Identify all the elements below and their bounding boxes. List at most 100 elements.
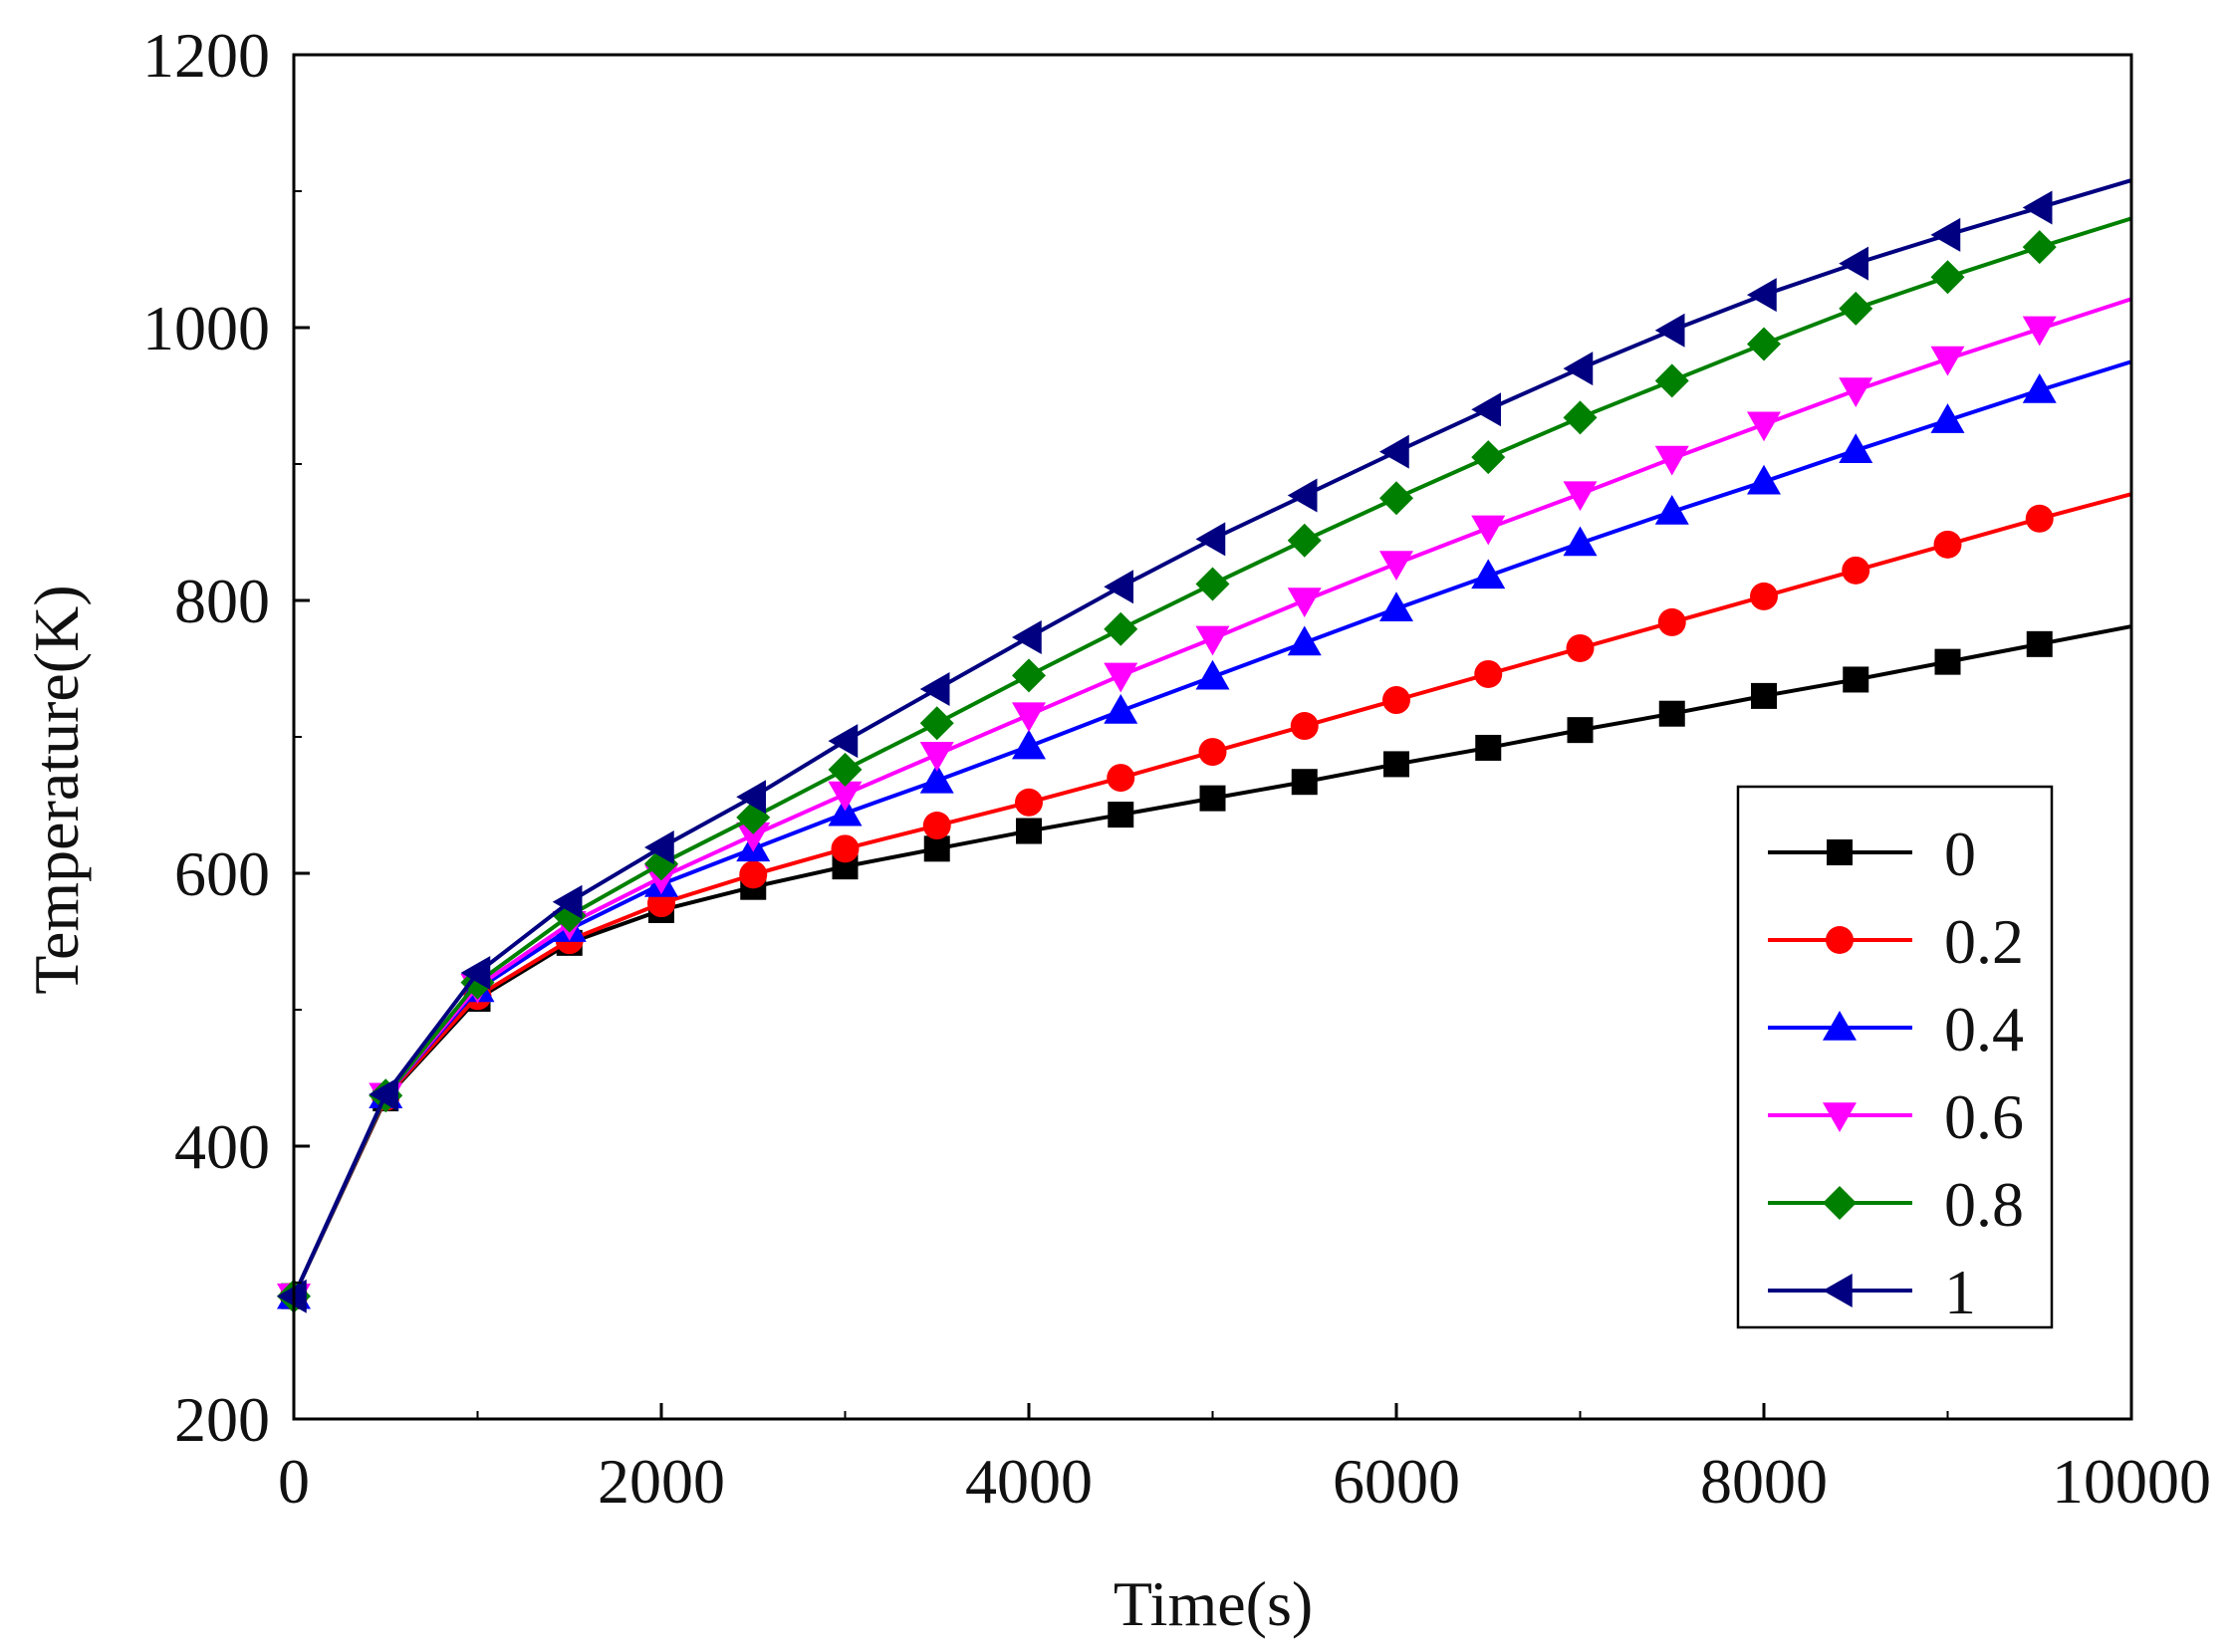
data-point [1563, 352, 1594, 386]
data-point [369, 1076, 398, 1111]
data-point [1930, 403, 1965, 433]
data-point [2025, 504, 2054, 533]
data-point [1750, 582, 1778, 610]
data-point [1012, 702, 1046, 733]
data-point [1016, 818, 1042, 844]
data-point [2026, 630, 2053, 657]
data-point [1471, 515, 1506, 546]
legend-item: 0.4 [1768, 994, 2024, 1064]
data-point [1471, 440, 1506, 475]
x-tick-label: 2000 [598, 1446, 725, 1517]
y-tick-label: 800 [174, 566, 270, 636]
legend-marker [1823, 1274, 1853, 1307]
data-point [1287, 478, 1318, 513]
data-point [919, 706, 954, 741]
data-point [1195, 659, 1230, 690]
legend-marker [1823, 1011, 1857, 1041]
legend-label: 0 [1944, 819, 1976, 889]
x-tick-label: 8000 [1700, 1446, 1828, 1517]
data-point [1471, 559, 1506, 590]
data-point [1015, 788, 1043, 817]
data-point [922, 812, 951, 840]
data-point [1287, 588, 1322, 617]
data-point [277, 1279, 307, 1313]
data-point [1104, 611, 1138, 646]
data-point [1471, 392, 1501, 427]
data-point [1287, 523, 1322, 558]
data-point [919, 742, 954, 772]
data-point [1751, 682, 1777, 709]
legend-label: 0.6 [1944, 1081, 2024, 1152]
data-point [1195, 625, 1230, 656]
data-point [1654, 445, 1689, 476]
y-tick-label: 600 [174, 838, 270, 909]
legend-marker [1823, 1102, 1857, 1132]
data-point [828, 796, 863, 826]
data-point [1379, 551, 1413, 582]
data-point [1563, 526, 1598, 557]
y-tick-label: 400 [174, 1111, 270, 1182]
data-point [828, 781, 863, 812]
x-tick-label: 4000 [965, 1446, 1093, 1517]
data-point [2022, 190, 2053, 225]
data-point [736, 822, 771, 852]
data-point [1747, 464, 1781, 495]
y-tick-label: 1000 [142, 293, 270, 363]
data-point [739, 860, 768, 889]
legend: 0 0.2 0.4 0.6 0.8 1 [1736, 785, 2054, 1329]
data-point [1382, 686, 1410, 715]
data-point [1290, 712, 1319, 741]
legend-label: 0.8 [1944, 1169, 2024, 1240]
data-point [1933, 530, 1962, 559]
data-point [1012, 729, 1046, 760]
x-axis-title: Time(s) [1114, 1568, 1313, 1639]
legend-marker [1827, 839, 1853, 865]
legend-item: 0 [1768, 819, 1976, 889]
data-point [1747, 411, 1781, 442]
series-group [277, 178, 2132, 1313]
y-tick-label: 200 [174, 1384, 270, 1455]
legend-label: 1 [1944, 1257, 1976, 1327]
data-point [1107, 764, 1135, 793]
data-point [552, 884, 583, 919]
x-tick-label: 10000 [2052, 1446, 2211, 1517]
data-point [1104, 570, 1133, 604]
data-point [736, 780, 766, 815]
data-point [1747, 327, 1781, 361]
data-point [1383, 751, 1409, 778]
y-tick-label: 1200 [142, 20, 270, 91]
y-axis-title: Temperature(K) [21, 585, 92, 994]
data-point [1563, 481, 1598, 512]
data-point [1658, 700, 1685, 727]
data-point [919, 763, 954, 794]
data-point [1839, 377, 1873, 408]
data-point [1012, 658, 1046, 693]
data-point [1108, 802, 1134, 828]
data-point [828, 724, 859, 759]
data-point [923, 835, 950, 862]
legend-item: 0.6 [1768, 1081, 2024, 1152]
data-point [1839, 246, 1868, 281]
data-point [1287, 625, 1322, 656]
x-tick-label: 6000 [1333, 1446, 1460, 1517]
legend-box [1736, 785, 2054, 1329]
legend-marker [1823, 1186, 1857, 1220]
data-point [1654, 494, 1689, 525]
data-point [1379, 591, 1413, 621]
data-point [1654, 313, 1685, 348]
legend-item: 0.8 [1768, 1169, 2024, 1240]
data-point [1934, 648, 1961, 675]
data-point [1839, 433, 1873, 464]
data-point [1843, 666, 1869, 693]
data-point [1657, 607, 1686, 636]
x-tick-label: 0 [278, 1446, 310, 1517]
data-point [1474, 659, 1503, 688]
data-point [1563, 400, 1598, 435]
data-point [1930, 346, 1965, 376]
data-point [1104, 693, 1138, 724]
data-point [1104, 662, 1138, 693]
data-point [1842, 556, 1870, 585]
data-point [1199, 785, 1226, 812]
